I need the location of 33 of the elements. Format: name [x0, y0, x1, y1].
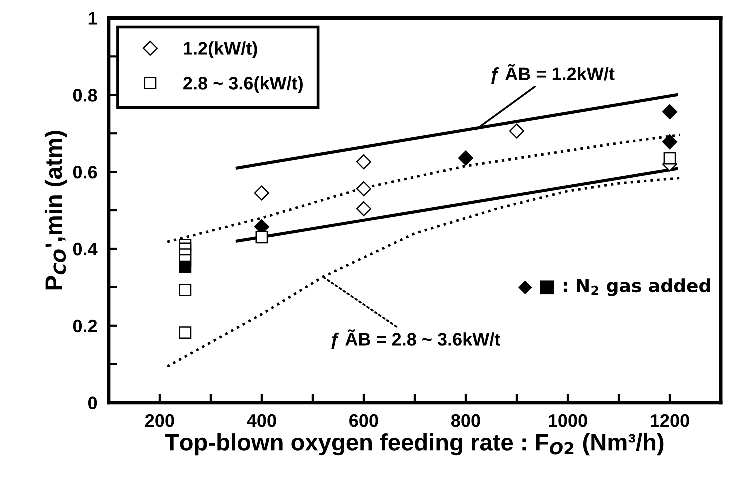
legend-label: 1.2(kW/t) [184, 42, 258, 59]
y-tick-label: 0.4 [73, 242, 98, 256]
point [179, 284, 192, 296]
point [662, 134, 678, 150]
point [356, 181, 372, 196]
y-axis-title: P$_{CO}$',min (atm) [44, 131, 67, 290]
point [509, 124, 524, 139]
y-tick-label: 1 [88, 12, 98, 25]
point [662, 104, 678, 120]
y-tick-label: 0.6 [73, 166, 98, 179]
line-series [166, 134, 682, 244]
x-tick-label: 200 [146, 414, 174, 428]
x-tick-label: 1200 [651, 414, 690, 428]
x-axis-title: Top-blown oxygen feeding rate : F$_{O2}$ (Nm³/h) [165, 434, 664, 456]
annotation: ƒ ÃB = 1.2kW/t [492, 64, 615, 84]
point [664, 152, 676, 165]
annotation: ƒ ÃB = 2.8 ~ 3.6kW/t [332, 330, 500, 350]
x-tick-label: 600 [350, 414, 378, 428]
x-tick-label: 400 [247, 414, 276, 428]
y-tick-label: 0.8 [73, 89, 98, 102]
point [356, 201, 372, 216]
point [356, 154, 372, 170]
x-tick-label: 1000 [549, 414, 588, 428]
point [458, 150, 474, 166]
y-tick-label: 0 [88, 396, 98, 410]
point [179, 326, 192, 340]
point [256, 231, 268, 244]
point [179, 260, 192, 274]
y-tick-label: 0.2 [73, 320, 98, 333]
x-tick-label: 800 [451, 414, 480, 428]
legend-label: 2.8 ~ 3.6(kW/t) [184, 76, 303, 94]
annotation: ◆ ■ : N$_{2}$ gas added [518, 278, 710, 296]
point [254, 186, 270, 201]
